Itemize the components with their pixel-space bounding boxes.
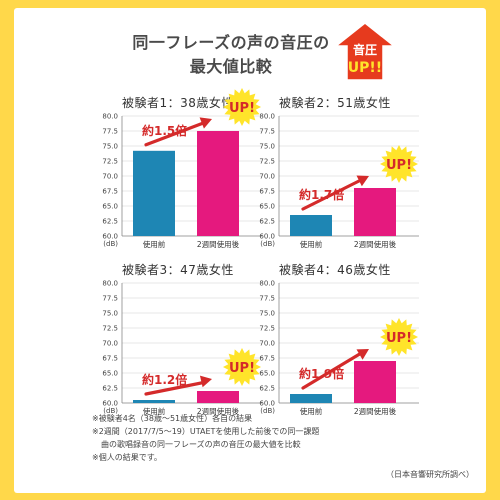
content-card bbox=[14, 8, 486, 493]
y-tick-label: 62.5 bbox=[259, 218, 275, 226]
y-tick-label: 72.5 bbox=[259, 158, 275, 166]
x-category-label: 2週間使用後 bbox=[354, 406, 397, 416]
y-unit-label: (dB) bbox=[103, 407, 118, 415]
increase-arrow-head bbox=[199, 375, 212, 388]
ratio-label: 約1.5倍 bbox=[142, 123, 187, 138]
y-tick-label: 80.0 bbox=[102, 280, 118, 288]
source-credit: （日本音響研究所調べ） bbox=[386, 470, 474, 479]
x-category-label: 2週間使用後 bbox=[197, 406, 240, 416]
y-tick-label: 70.0 bbox=[259, 173, 275, 181]
bar-before bbox=[133, 400, 175, 403]
y-tick-label: 70.0 bbox=[102, 173, 118, 181]
y-tick-label: 65.0 bbox=[102, 203, 118, 211]
y-tick-label: 72.5 bbox=[259, 325, 275, 333]
panel-4-title: 被験者4：46歳女性 bbox=[279, 263, 391, 277]
title-line-2: 最大値比較 bbox=[189, 57, 273, 76]
up-burst-shape bbox=[223, 88, 261, 126]
y-tick-label: 60.0 bbox=[102, 400, 118, 408]
y-unit-label: (dB) bbox=[103, 240, 118, 248]
increase-arrow-line bbox=[301, 350, 365, 390]
y-tick-label: 60.0 bbox=[259, 400, 275, 408]
badge-line-1: 音圧 bbox=[353, 42, 377, 57]
x-category-label: 使用前 bbox=[300, 406, 323, 416]
y-tick-label: 72.5 bbox=[102, 158, 118, 166]
note-1: ※被験者4名（38歳〜51歳女性）各自の結果 bbox=[92, 414, 253, 423]
y-tick-label: 65.0 bbox=[259, 203, 275, 211]
y-tick-label: 62.5 bbox=[259, 385, 275, 393]
up-burst-shape bbox=[380, 318, 418, 356]
up-label: UP! bbox=[386, 158, 412, 173]
increase-arrow-line bbox=[144, 120, 208, 147]
increase-arrow-line bbox=[144, 380, 208, 396]
y-tick-label: 75.0 bbox=[259, 310, 275, 318]
note-4: ※個人の結果です。 bbox=[92, 453, 162, 462]
y-tick-label: 62.5 bbox=[102, 385, 118, 393]
panel-1-title: 被験者1：38歳女性 bbox=[122, 96, 234, 110]
y-tick-label: 80.0 bbox=[102, 113, 118, 121]
y-tick-label: 80.0 bbox=[259, 280, 275, 288]
y-tick-label: 77.5 bbox=[259, 295, 275, 303]
panel-3-title: 被験者3：47歳女性 bbox=[122, 263, 234, 277]
footnotes: ※被験者4名（38歳〜51歳女性）各自の結果 ※2週間（2017/7/5〜19）… bbox=[92, 412, 319, 464]
y-tick-label: 67.5 bbox=[102, 355, 118, 363]
y-tick-label: 65.0 bbox=[102, 370, 118, 378]
y-tick-label: 67.5 bbox=[259, 355, 275, 363]
y-tick-label: 62.5 bbox=[102, 218, 118, 226]
increase-arrow-line bbox=[301, 177, 365, 211]
y-tick-label: 67.5 bbox=[102, 188, 118, 196]
bar-after bbox=[354, 361, 396, 403]
bar-before bbox=[133, 150, 175, 236]
panel-2-title: 被験者2：51歳女性 bbox=[279, 96, 391, 110]
x-category-label: 使用前 bbox=[300, 239, 323, 249]
chart-subject-1: 80.0 77.5 75.0 72.5 70.0 67.5 65.0 62.5 60.0(dB)… bbox=[102, 88, 262, 249]
y-tick-label: 67.5 bbox=[259, 188, 275, 196]
x-category-label: 2週間使用後 bbox=[354, 239, 397, 249]
y-tick-label: 75.0 bbox=[102, 310, 118, 318]
note-2: ※2週間（2017/7/5〜19）UTAETを使用した前後での同一課題 bbox=[92, 427, 320, 436]
x-category-label: 使用前 bbox=[143, 239, 166, 249]
y-tick-label: 65.0 bbox=[259, 370, 275, 378]
bar-after bbox=[354, 188, 396, 236]
y-unit-label: (dB) bbox=[260, 240, 275, 248]
up-label: UP! bbox=[386, 331, 412, 346]
page-title: 同一フレーズの声の音圧の 最大値比較 bbox=[116, 31, 346, 79]
ratio-label: 約1.2倍 bbox=[142, 372, 187, 387]
increase-arrow-head bbox=[356, 175, 369, 187]
bar-after bbox=[197, 131, 239, 236]
chart-subject-4: 80.0 77.5 75.0 72.5 70.0 67.5 65.0 62.5 60.0(dB)… bbox=[259, 280, 419, 416]
up-label: UP! bbox=[229, 101, 255, 116]
chart-subject-3: 80.0 77.5 75.0 72.5 70.0 67.5 65.0 62.5 60.0(dB)… bbox=[102, 280, 262, 416]
ratio-label: 約1.9倍 bbox=[299, 366, 344, 381]
x-category-label: 2週間使用後 bbox=[197, 239, 240, 249]
y-tick-label: 77.5 bbox=[102, 128, 118, 136]
up-burst-shape bbox=[223, 348, 261, 386]
increase-arrow-head bbox=[199, 117, 212, 129]
x-category-label: 使用前 bbox=[143, 406, 166, 416]
chart-subject-2: 80.0 77.5 75.0 72.5 70.0 67.5 65.0 62.5 60.0(dB)… bbox=[259, 113, 419, 249]
sound-pressure-up-badge: 音圧 UP!! bbox=[335, 22, 395, 81]
note-3: 曲の歌唱録音の同一フレーズの声の音圧の最大値を比較 bbox=[101, 440, 301, 449]
badge-up-arrow-shape bbox=[335, 22, 395, 81]
y-tick-label: 70.0 bbox=[102, 340, 118, 348]
badge-line-2: UP!! bbox=[348, 60, 382, 76]
bar-before bbox=[290, 394, 332, 403]
y-tick-label: 77.5 bbox=[102, 295, 118, 303]
y-tick-label: 77.5 bbox=[259, 128, 275, 136]
y-tick-label: 70.0 bbox=[259, 340, 275, 348]
ratio-label: 約1.7倍 bbox=[299, 187, 344, 202]
y-tick-label: 60.0 bbox=[259, 233, 275, 241]
bar-before bbox=[290, 215, 332, 236]
bar-after bbox=[197, 391, 239, 403]
y-tick-label: 75.0 bbox=[259, 143, 275, 151]
y-tick-label: 75.0 bbox=[102, 143, 118, 151]
y-tick-label: 72.5 bbox=[102, 325, 118, 333]
up-label: UP! bbox=[229, 361, 255, 376]
y-tick-label: 80.0 bbox=[259, 113, 275, 121]
up-burst-shape bbox=[380, 145, 418, 183]
title-line-1: 同一フレーズの声の音圧の bbox=[132, 33, 330, 52]
y-unit-label: (dB) bbox=[260, 407, 275, 415]
y-tick-label: 60.0 bbox=[102, 233, 118, 241]
increase-arrow-head bbox=[356, 349, 369, 360]
